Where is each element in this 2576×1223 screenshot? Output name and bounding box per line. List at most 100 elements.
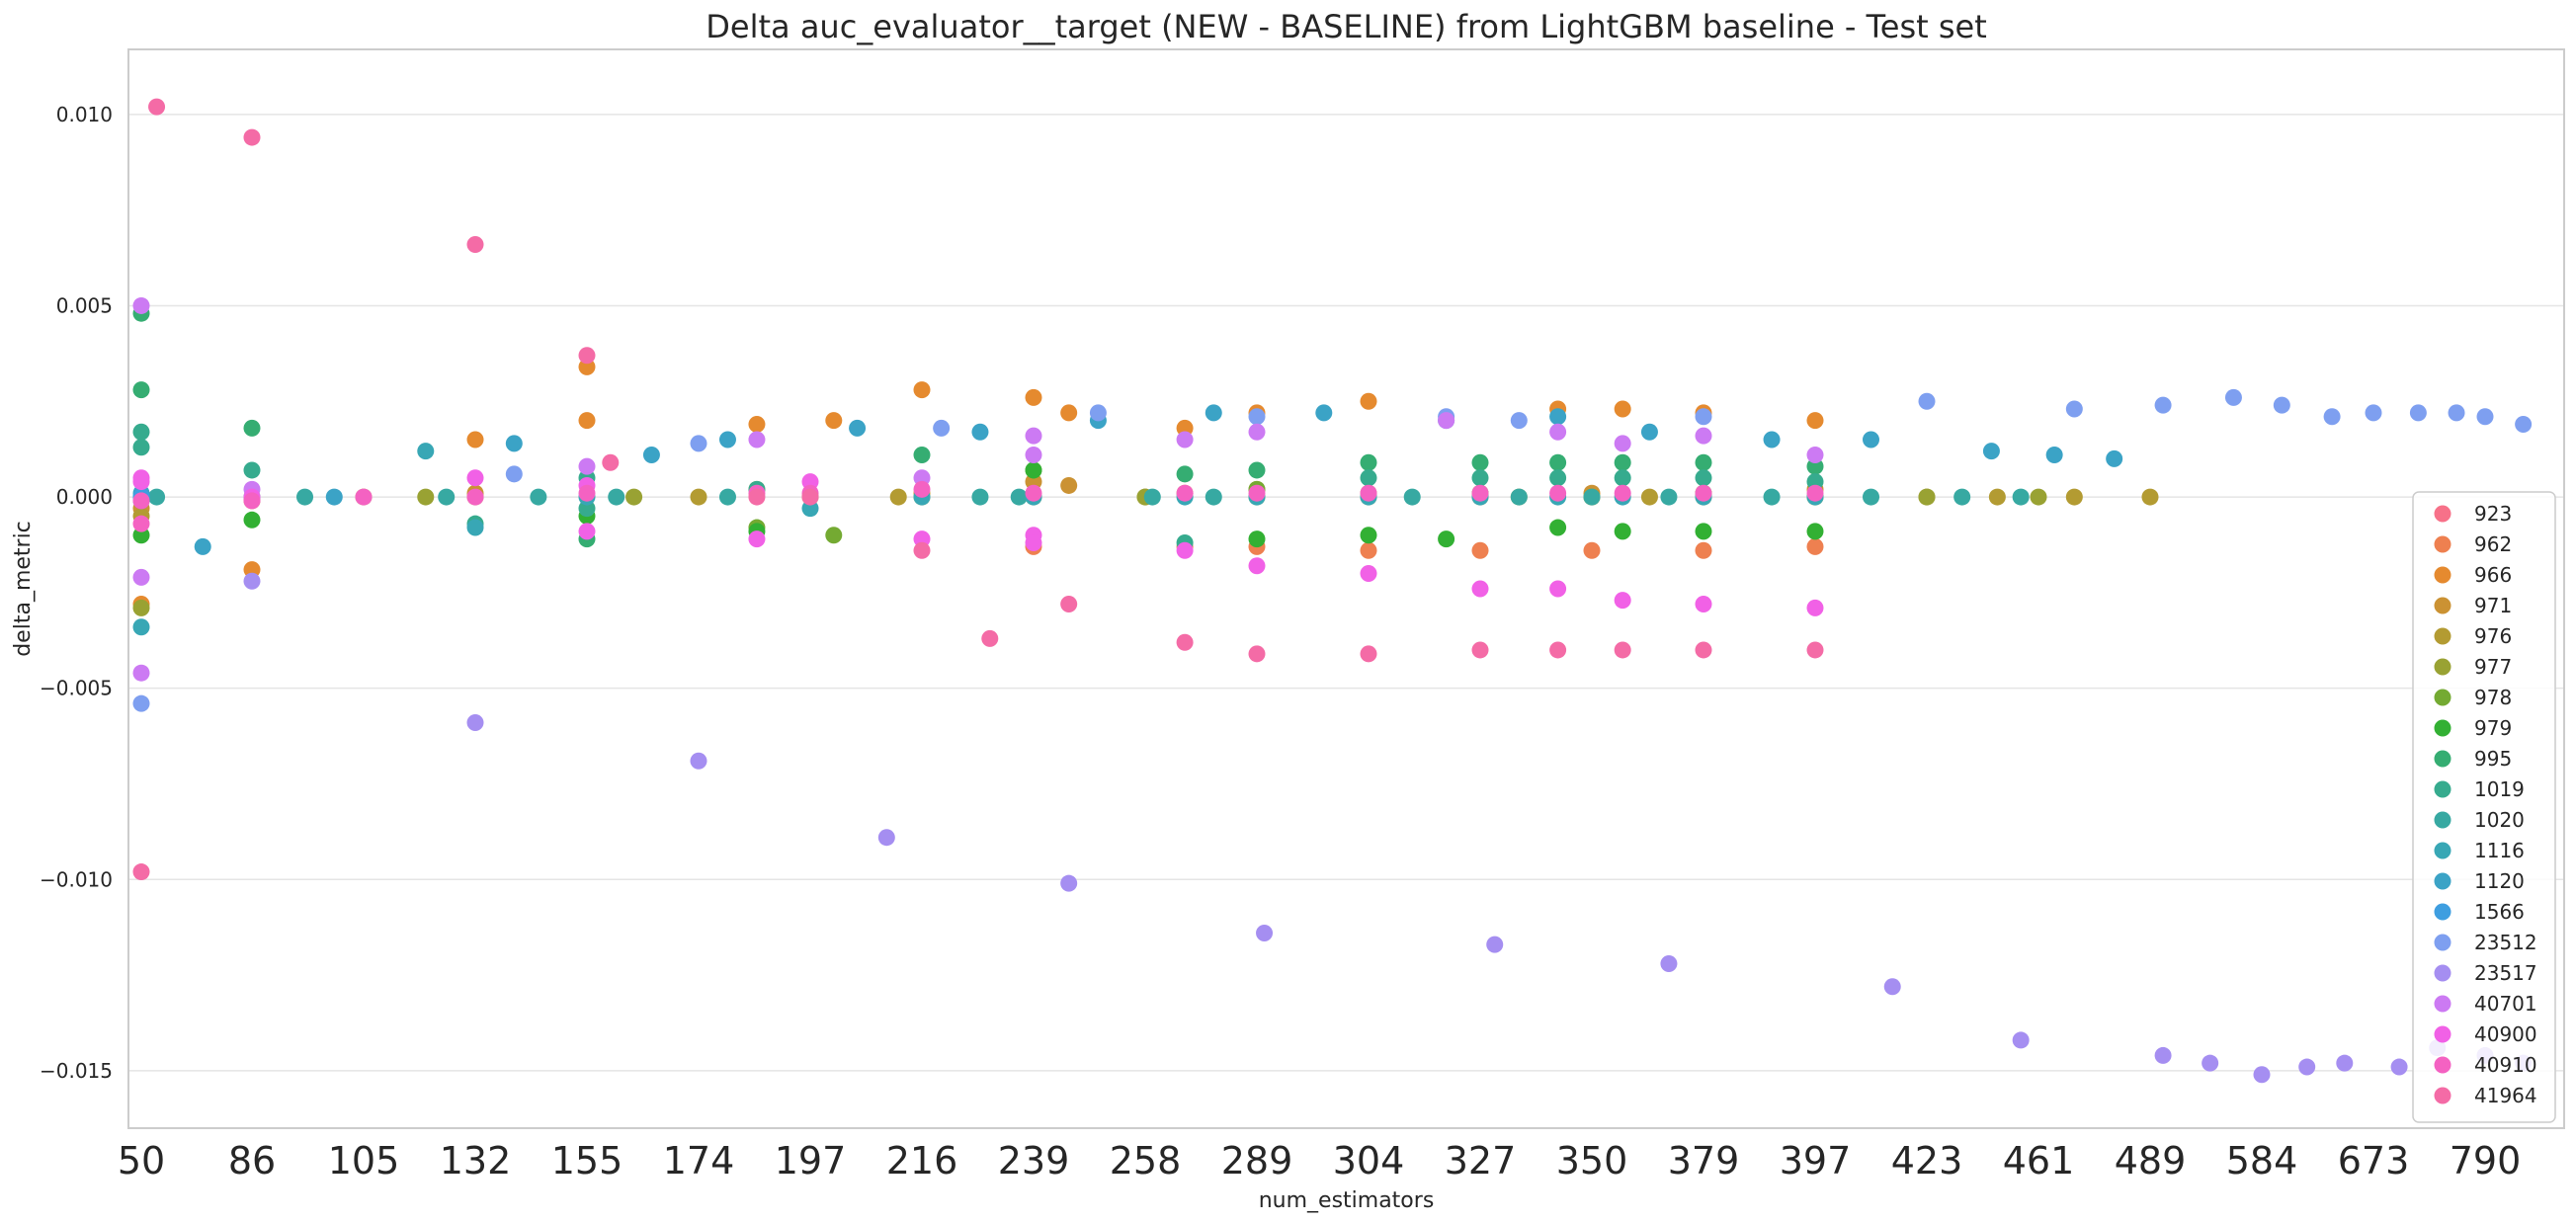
data-point <box>1614 523 1631 540</box>
legend-marker <box>2434 719 2451 737</box>
y-tick-label: −0.010 <box>40 867 113 891</box>
data-point <box>132 527 150 544</box>
data-point <box>2154 1046 2172 1064</box>
data-point <box>132 664 150 682</box>
data-point <box>1988 488 2006 506</box>
data-point <box>1660 954 1678 972</box>
data-point <box>1695 541 1712 559</box>
data-point <box>1176 633 1194 651</box>
data-point <box>132 599 150 616</box>
x-tick-label: 379 <box>1668 1139 1740 1182</box>
legend-label: 966 <box>2474 563 2512 587</box>
legend-marker <box>2434 658 2451 676</box>
data-point <box>2012 488 2030 506</box>
data-point <box>1806 537 1824 555</box>
data-point <box>1486 936 1504 953</box>
data-point <box>913 381 931 399</box>
data-point <box>530 488 547 506</box>
data-point <box>913 530 931 548</box>
y-axis-label: delta_metric <box>11 521 36 657</box>
data-point <box>1695 453 1712 471</box>
x-tick-label: 673 <box>2338 1139 2410 1182</box>
data-point <box>148 98 166 116</box>
data-point <box>1248 423 1266 441</box>
data-point <box>2476 408 2494 426</box>
data-point <box>132 863 150 881</box>
data-point <box>1025 484 1042 502</box>
data-point <box>243 128 261 146</box>
data-point <box>1360 392 1377 410</box>
data-point <box>608 488 625 506</box>
x-tick-label: 50 <box>118 1139 165 1182</box>
data-point <box>1060 595 1078 612</box>
legend-label: 1019 <box>2474 777 2525 801</box>
data-point <box>243 511 261 529</box>
legend-label: 1116 <box>2474 839 2525 862</box>
data-point <box>2012 1031 2030 1049</box>
data-point <box>1025 446 1042 463</box>
data-point <box>1640 423 1658 441</box>
data-point <box>1176 431 1194 448</box>
data-point <box>466 519 484 536</box>
data-point <box>132 381 150 399</box>
data-point <box>578 347 596 365</box>
data-point <box>1660 488 1678 506</box>
data-point <box>913 446 931 463</box>
data-point <box>466 488 484 506</box>
data-point <box>1248 530 1266 548</box>
data-point <box>971 488 989 506</box>
data-point <box>1982 443 2000 460</box>
y-tick-label: 0.000 <box>56 485 113 509</box>
legend-marker <box>2434 566 2451 584</box>
y-tick-label: −0.015 <box>40 1059 113 1083</box>
data-point <box>2448 404 2465 422</box>
x-tick-label: 289 <box>1221 1139 1293 1182</box>
data-point <box>132 618 150 636</box>
legend-label: 962 <box>2474 532 2512 556</box>
data-point <box>2253 1066 2271 1084</box>
data-point <box>1695 484 1712 502</box>
data-point <box>466 235 484 253</box>
data-point <box>132 694 150 712</box>
x-tick-label: 197 <box>775 1139 847 1182</box>
data-point <box>1614 400 1631 418</box>
data-point <box>1360 527 1377 544</box>
data-point <box>1863 431 1879 448</box>
legend-label: 40910 <box>2474 1053 2537 1077</box>
data-point <box>1510 488 1528 506</box>
data-point <box>801 473 819 491</box>
legend-marker <box>2434 627 2451 645</box>
data-point <box>1614 453 1631 471</box>
data-point <box>243 572 261 590</box>
data-point <box>1918 488 1936 506</box>
data-point <box>1695 641 1712 659</box>
data-point <box>1763 488 1781 506</box>
data-point <box>132 568 150 586</box>
x-axis-ticks: 50 86 105 132 155 174 197 216 239 258 289 304 327 350… <box>118 1139 2521 1182</box>
legend-label: 1120 <box>2474 869 2525 893</box>
data-point <box>748 530 766 548</box>
data-point <box>718 488 736 506</box>
data-point <box>849 419 867 437</box>
data-point <box>718 431 736 448</box>
data-point <box>2409 404 2427 422</box>
data-point <box>194 537 211 555</box>
data-point <box>132 423 150 441</box>
x-tick-label: 790 <box>2450 1139 2522 1182</box>
data-point <box>1025 473 1042 491</box>
data-point <box>2515 415 2533 433</box>
data-point <box>1360 453 1377 471</box>
data-point <box>1248 557 1266 575</box>
data-point <box>417 488 435 506</box>
data-point <box>1438 530 1455 548</box>
data-point <box>2065 400 2083 418</box>
data-point <box>1549 580 1567 598</box>
data-point <box>1403 488 1421 506</box>
data-points <box>132 98 2533 1084</box>
x-tick-label: 86 <box>228 1139 276 1182</box>
data-point <box>625 488 643 506</box>
data-point <box>2336 1054 2354 1072</box>
data-point <box>1205 404 1222 422</box>
legend-label: 41964 <box>2474 1084 2537 1107</box>
data-point <box>1806 446 1824 463</box>
